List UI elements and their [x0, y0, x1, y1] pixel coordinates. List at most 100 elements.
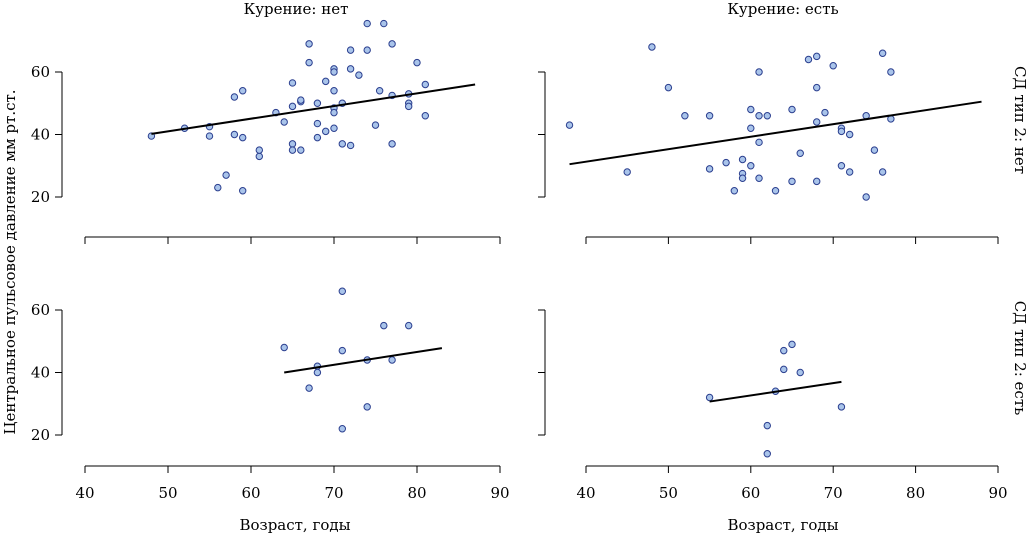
data-point	[363, 19, 371, 28]
data-point	[837, 127, 846, 136]
data-point	[313, 133, 322, 142]
column-label-no-smoking: Курение: нет	[244, 0, 349, 18]
data-point	[722, 158, 730, 167]
y-axis-label: Центральное пульсовое давление мм рт.ст.	[1, 89, 19, 434]
data-point	[763, 450, 771, 458]
data-point	[305, 40, 313, 48]
regression-line	[709, 380, 842, 403]
regression-line	[284, 347, 443, 374]
data-point	[239, 133, 247, 142]
y-tick-label: 40	[31, 126, 50, 144]
data-point	[305, 384, 313, 392]
data-point	[870, 146, 879, 154]
data-point	[380, 321, 388, 330]
data-point	[755, 68, 763, 76]
data-point	[388, 40, 396, 48]
x-tick-label: 40	[75, 484, 94, 502]
data-point	[821, 108, 829, 117]
data-point	[338, 140, 346, 148]
data-point	[405, 321, 413, 330]
data-point	[763, 421, 771, 430]
x-tick-label: 80	[407, 484, 426, 502]
data-point	[338, 287, 346, 295]
data-point	[355, 71, 363, 79]
data-point	[421, 112, 429, 120]
x-tick-label: 70	[324, 484, 343, 502]
y-tick-label: 40	[31, 364, 50, 382]
data-point	[845, 130, 854, 139]
data-point	[346, 46, 355, 54]
data-point	[280, 118, 288, 126]
data-point	[288, 102, 297, 111]
y-tick-label: 60	[31, 63, 50, 81]
data-point	[346, 141, 355, 150]
data-point	[305, 58, 313, 67]
data-point	[288, 79, 297, 87]
data-point	[878, 168, 887, 176]
data-point	[230, 130, 239, 139]
x-axis-label-left: Возраст, годы	[239, 516, 350, 534]
data-point	[322, 127, 330, 136]
data-point	[288, 146, 297, 154]
x-tick-label: 60	[241, 484, 260, 502]
data-point	[747, 105, 755, 114]
data-point	[878, 49, 887, 57]
data-point	[330, 108, 338, 117]
y-tick-label: 20	[31, 188, 50, 206]
data-point	[222, 171, 230, 179]
data-point	[845, 168, 854, 176]
y-tick-label: 60	[31, 301, 50, 319]
data-point	[813, 52, 821, 61]
data-point	[755, 112, 763, 120]
data-point	[788, 177, 796, 186]
data-point	[813, 118, 821, 126]
x-tick-label: 70	[824, 484, 843, 502]
regression-line	[151, 83, 476, 135]
data-point	[780, 365, 788, 374]
data-point	[330, 87, 338, 95]
data-point	[280, 343, 288, 352]
data-point	[313, 368, 322, 377]
data-point	[230, 93, 239, 101]
data-point	[239, 87, 247, 95]
data-point	[380, 19, 388, 28]
row-label-diabetes: СД тип 2: есть	[1011, 301, 1029, 416]
data-point	[837, 162, 846, 170]
data-point	[813, 177, 821, 186]
data-point	[346, 65, 355, 73]
data-point	[705, 393, 714, 402]
data-point	[421, 80, 429, 89]
data-point	[297, 96, 305, 104]
data-point	[413, 58, 421, 67]
data-point	[205, 132, 214, 140]
data-point	[648, 43, 656, 51]
data-point	[747, 162, 755, 170]
data-point	[363, 403, 371, 411]
data-point	[338, 346, 346, 355]
data-point	[755, 174, 763, 182]
y-tick-label: 20	[31, 426, 50, 444]
data-point	[862, 193, 870, 201]
data-point	[780, 346, 788, 355]
data-point	[788, 340, 796, 349]
data-point	[738, 155, 747, 164]
data-point	[887, 68, 895, 76]
data-point	[214, 183, 222, 192]
data-point	[623, 168, 631, 176]
data-point	[705, 165, 714, 173]
data-point	[763, 112, 771, 120]
regression-line	[569, 100, 982, 166]
x-tick-label: 50	[659, 484, 678, 502]
data-point	[771, 187, 780, 195]
data-point	[363, 46, 371, 54]
data-point	[313, 99, 322, 107]
x-tick-label: 90	[490, 484, 509, 502]
data-point	[681, 112, 689, 120]
data-point	[371, 121, 380, 129]
x-tick-label: 60	[741, 484, 760, 502]
x-tick-label: 90	[988, 484, 1007, 502]
data-point	[288, 140, 297, 148]
data-point	[804, 55, 813, 64]
data-point	[239, 187, 247, 195]
data-point	[747, 124, 755, 132]
